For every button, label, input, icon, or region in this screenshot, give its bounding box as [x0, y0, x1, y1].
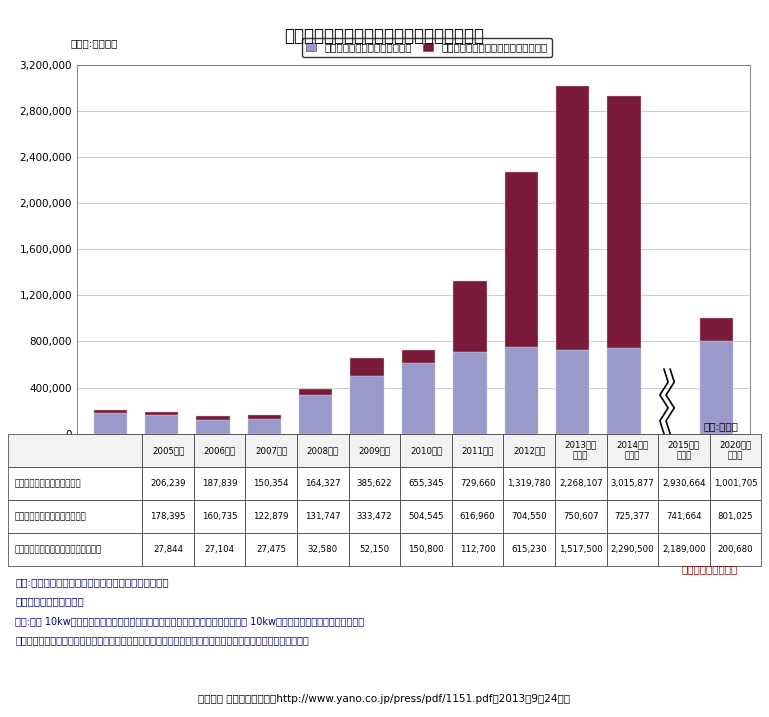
Bar: [248, 415, 281, 419]
Text: 注３:容量 10kw未満で主に戸建住宅の屋根に設置されるシステムを住宅用に、容量 10kw以上で再生可能エネルギーの全量: 注３:容量 10kw未満で主に戸建住宅の屋根に設置されるシステムを住宅用に、容量…: [15, 616, 365, 626]
Legend: 住宅用太陽光発電システム市場, 公共・産業用太陽光発電システム市場: 住宅用太陽光発電システム市場, 公共・産業用太陽光発電システム市場: [301, 38, 552, 57]
Bar: [145, 412, 178, 415]
Bar: [401, 363, 435, 434]
Text: 買取制度の対象となるシステムを公共・産業用に分類し、建設途中を除く完工したシステムを対象とした。: 買取制度の対象となるシステムを公共・産業用に分類し、建設途中を除く完工したシステ…: [15, 635, 309, 645]
Bar: [196, 417, 230, 419]
Bar: [351, 358, 384, 376]
Bar: [556, 350, 589, 434]
Bar: [196, 419, 230, 434]
Text: （単位:百万円）: （単位:百万円）: [70, 38, 118, 48]
Text: 注２：（予）は予測値。: 注２：（予）は予測値。: [15, 597, 84, 607]
Bar: [94, 410, 127, 413]
Bar: [401, 350, 435, 363]
Bar: [145, 415, 178, 434]
Bar: [299, 395, 332, 434]
Bar: [453, 353, 487, 434]
Text: 注１:エンドユーザ販売金額ベース、設置工事費含む。: 注１:エンドユーザ販売金額ベース、設置工事費含む。: [15, 577, 169, 587]
Bar: [299, 389, 332, 395]
Bar: [94, 413, 127, 434]
Bar: [608, 348, 641, 434]
Bar: [504, 172, 538, 347]
Bar: [556, 86, 589, 350]
Text: 矢野経済研究所推計: 矢野経済研究所推計: [682, 564, 738, 574]
Bar: [248, 419, 281, 434]
Bar: [608, 95, 641, 348]
Text: 単位:百万円: 単位:百万円: [704, 422, 738, 432]
Bar: [700, 341, 733, 434]
Bar: [504, 347, 538, 434]
Bar: [700, 318, 733, 341]
Bar: [453, 282, 487, 353]
Bar: [351, 376, 384, 434]
Text: 国内太陽光発電システム市場規模推移と予測: 国内太陽光発電システム市場規模推移と予測: [285, 27, 484, 45]
Text: 株式会社 矢野経済研究所（http://www.yano.co.jp/press/pdf/1151.pdf）2013年9月24日発: 株式会社 矢野経済研究所（http://www.yano.co.jp/press…: [198, 694, 571, 704]
